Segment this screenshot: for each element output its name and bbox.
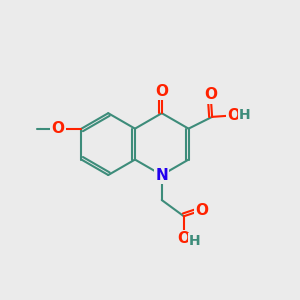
Text: O: O bbox=[204, 87, 217, 102]
Text: O: O bbox=[51, 121, 64, 136]
Text: H: H bbox=[189, 234, 201, 248]
Text: O: O bbox=[227, 108, 240, 123]
Text: O: O bbox=[195, 203, 208, 218]
Text: O: O bbox=[155, 84, 168, 99]
Text: methoxy: methoxy bbox=[39, 128, 46, 129]
Text: O: O bbox=[177, 231, 190, 246]
Text: H: H bbox=[239, 108, 250, 122]
Text: N: N bbox=[155, 167, 168, 182]
